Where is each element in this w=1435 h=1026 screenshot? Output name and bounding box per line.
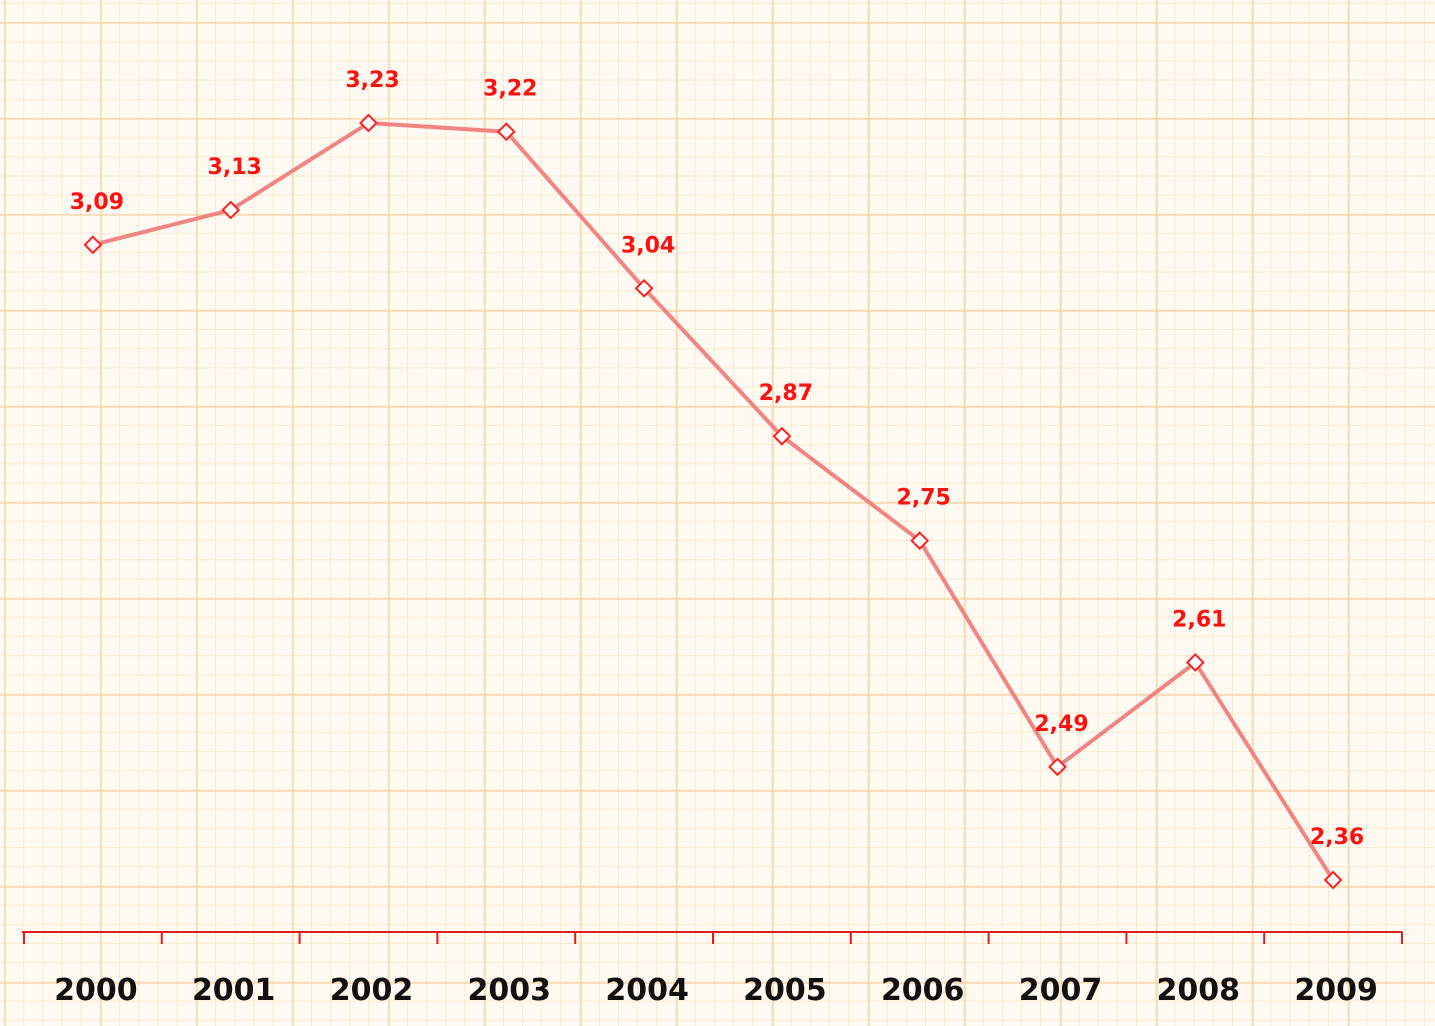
x-tick-label: 2000 bbox=[54, 973, 138, 1008]
value-label: 2,36 bbox=[1310, 825, 1364, 850]
marker bbox=[359, 113, 378, 133]
marker bbox=[772, 426, 792, 446]
value-label: 2,49 bbox=[1034, 712, 1088, 737]
value-label: 2,75 bbox=[897, 486, 951, 511]
marker bbox=[1323, 870, 1343, 890]
x-tick-label: 2009 bbox=[1294, 973, 1378, 1008]
line bbox=[92, 120, 1335, 882]
marker bbox=[221, 200, 241, 220]
value-label: 3,13 bbox=[208, 155, 262, 180]
value-label: 2,61 bbox=[1172, 607, 1226, 632]
marker bbox=[634, 278, 654, 298]
value-label: 3,23 bbox=[345, 68, 399, 93]
marker bbox=[910, 531, 930, 551]
x-tick-label: 2002 bbox=[330, 973, 414, 1008]
x-tick-label: 2006 bbox=[881, 973, 965, 1008]
marker bbox=[1048, 757, 1067, 777]
x-tick-label: 2007 bbox=[1019, 973, 1103, 1008]
value-label: 3,09 bbox=[70, 190, 124, 215]
value-label: 2,87 bbox=[759, 381, 813, 406]
x-tick-label: 2003 bbox=[468, 973, 552, 1008]
x-tick-label: 2008 bbox=[1157, 973, 1241, 1008]
marker bbox=[1185, 653, 1205, 672]
x-tick-label: 2004 bbox=[605, 973, 689, 1008]
value-label: 3,04 bbox=[621, 233, 675, 258]
x-tick-label: 2001 bbox=[192, 973, 276, 1008]
marker bbox=[83, 235, 103, 255]
x-tick-label: 2005 bbox=[743, 973, 827, 1008]
marker bbox=[496, 122, 516, 142]
value-label: 3,22 bbox=[483, 77, 537, 102]
